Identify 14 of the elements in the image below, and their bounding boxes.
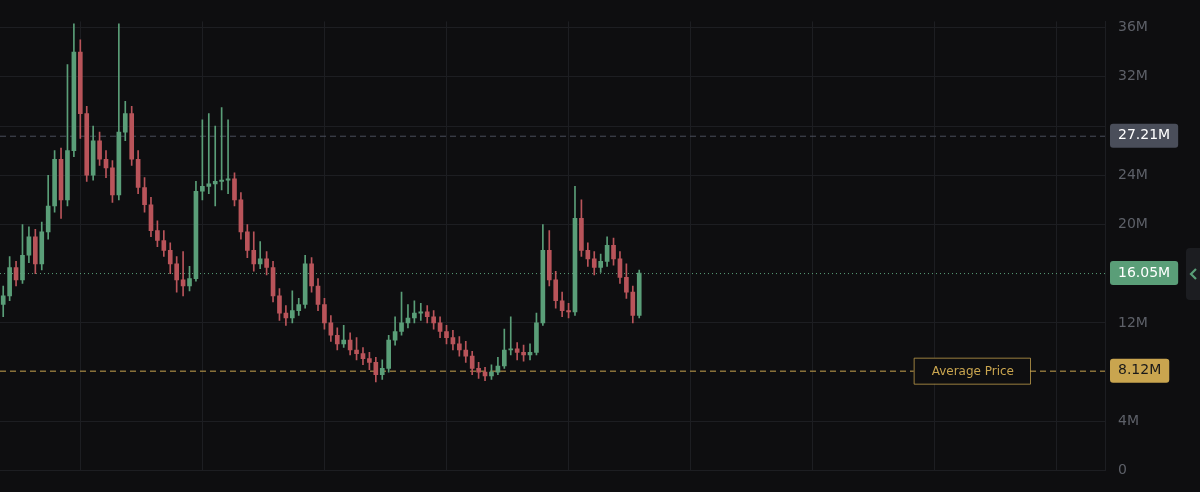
y-tick-label: 36M <box>1118 18 1148 35</box>
candlestick <box>508 316 514 356</box>
y-tick-label: 12M <box>1118 313 1148 330</box>
y-tick-label: 20M <box>1118 215 1148 232</box>
y-tick-label: 4M <box>1118 412 1139 429</box>
y-tick-label: 32M <box>1118 67 1148 84</box>
y-tick-label: 16.05M <box>1118 263 1171 280</box>
candlestick <box>257 241 263 270</box>
y-tick-label: 0 <box>1118 461 1127 478</box>
y-tick-label: 27.21M <box>1118 126 1171 143</box>
y-tick-label: 8.12M <box>1118 361 1162 378</box>
candlestick <box>341 325 347 348</box>
y-tick-label: 24M <box>1118 165 1148 182</box>
ref-line-label: Average Price <box>931 363 1015 378</box>
